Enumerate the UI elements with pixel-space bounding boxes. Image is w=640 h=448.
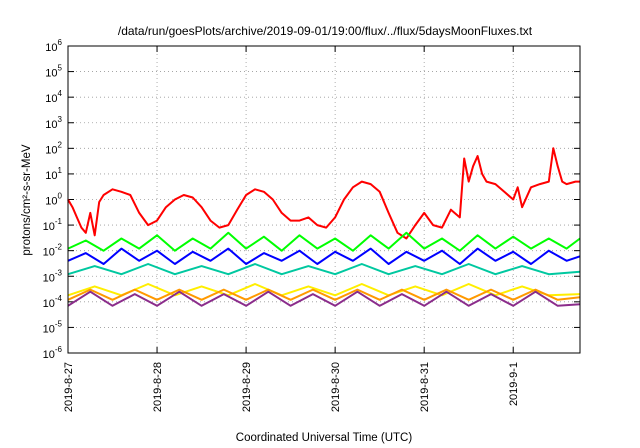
y-tick-label: 10-4 [43, 294, 63, 310]
y-tick-label: 102 [45, 140, 62, 156]
y-tick-label: 10-1 [43, 217, 63, 233]
y-tick-label: 104 [45, 89, 62, 105]
y-axis-ticks: 10-6 10-5 10-4 10-3 10-2 10-1 100 101 102 103 104 1… [43, 38, 580, 361]
x-tick-label: 2019-8-29 [241, 362, 253, 412]
y-tick-label: 105 [45, 64, 62, 80]
x-tick-label: 2019-8-27 [63, 362, 75, 412]
x-axis-label: Coordinated Universal Time (UTC) [236, 432, 413, 444]
y-tick-label: 10-2 [43, 243, 63, 259]
x-tick-label: 2019-8-30 [330, 362, 342, 412]
x-tick-label: 2019-8-31 [419, 362, 431, 412]
series-line-7 [67, 290, 581, 307]
series-line-3 [67, 247, 581, 265]
y-tick-label: 10-5 [43, 319, 63, 335]
x-tick-label: 2019-9-1 [508, 362, 520, 406]
y-axis-label: protons/cm²-s-sr-MeV [21, 144, 33, 256]
data-series [67, 147, 581, 307]
x-tick-label: 2019-8-28 [152, 362, 164, 412]
y-tick-label: 103 [45, 115, 62, 131]
y-tick-label: 106 [45, 38, 62, 54]
y-tick-label: 10-3 [43, 268, 63, 284]
y-tick-label: 10-6 [43, 345, 63, 361]
x-axis-ticks: 2019-8-27 2019-8-28 2019-8-29 2019-8-30 2019… [63, 46, 520, 412]
plot-frame [67, 45, 581, 354]
chart-title: /data/run/goesPlots/archive/2019-09-01/1… [118, 24, 533, 38]
series-line-1 [67, 147, 580, 240]
series-line-6 [67, 288, 581, 301]
series-line-2 [67, 231, 581, 252]
series-line-4 [67, 263, 581, 276]
grid [68, 46, 580, 353]
y-tick-label: 100 [45, 192, 62, 208]
y-tick-label: 101 [45, 166, 62, 182]
